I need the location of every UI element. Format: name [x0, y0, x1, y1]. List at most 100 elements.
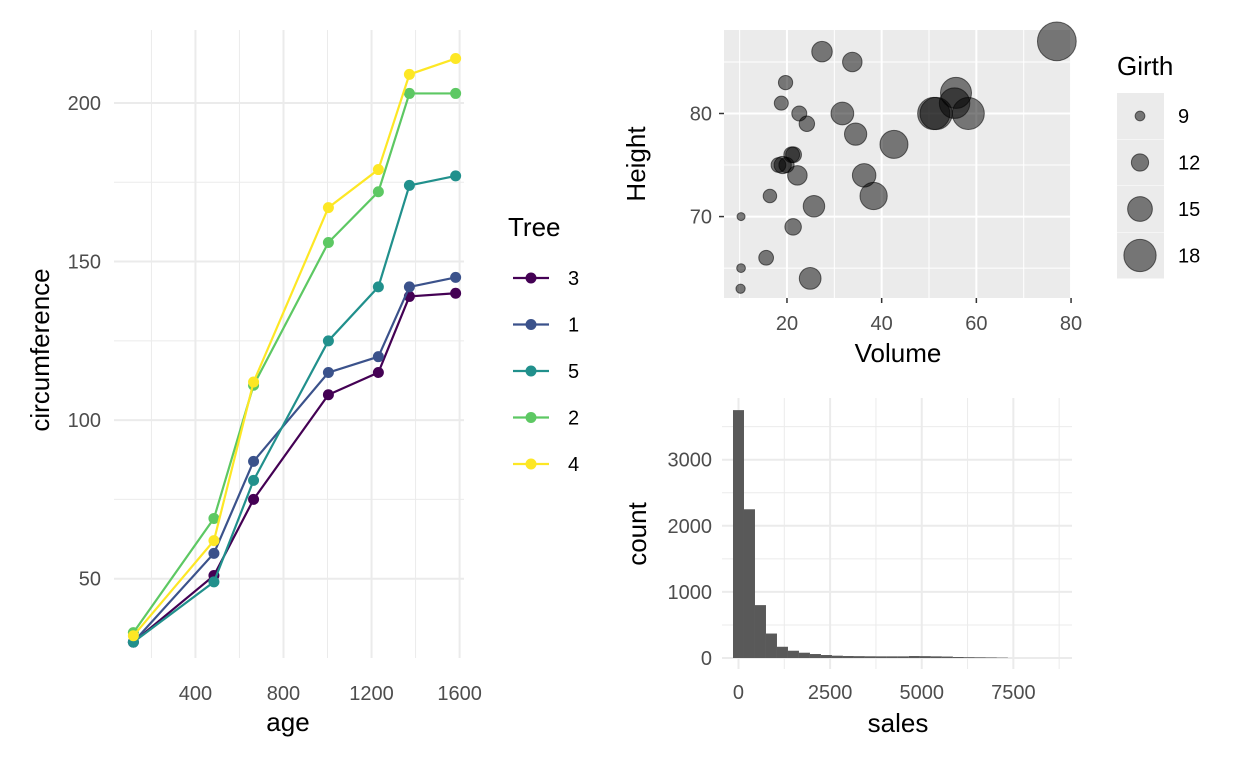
scatter-bubble [799, 116, 815, 132]
histogram-bar [766, 634, 777, 658]
scatter-bubble [844, 123, 866, 145]
size-legend-label: 9 [1178, 106, 1189, 128]
histogram-panel-bars [733, 410, 1008, 658]
series-point-tree-3 [323, 389, 334, 400]
series-point-tree-1 [373, 351, 384, 362]
line-x-tick-label: 1600 [437, 683, 482, 705]
legend-label-tree-4: 4 [568, 454, 579, 476]
histogram-bar [755, 605, 766, 658]
legend-key-point-tree-4 [526, 459, 537, 470]
histogram-bar [975, 657, 986, 658]
series-point-tree-3 [248, 494, 259, 505]
scatter-y-tick-label: 80 [690, 103, 712, 125]
histogram-bar [777, 647, 788, 658]
scatter-bubble [918, 97, 950, 129]
scatter-bubble [788, 166, 808, 186]
scatter-y-axis-label: Height [621, 126, 651, 202]
series-point-tree-5 [248, 475, 259, 486]
series-point-tree-4 [450, 53, 461, 64]
line-panel-y-ticks: 50 100 150 200 [68, 93, 101, 591]
line-y-tick-label: 200 [68, 93, 101, 115]
scatter-bubble [759, 250, 774, 265]
histogram-bar [843, 656, 854, 658]
scatter-bubble [880, 130, 908, 158]
series-point-tree-4 [248, 377, 259, 388]
histogram-bar [821, 655, 832, 658]
scatter-bubble [812, 41, 833, 62]
series-point-tree-4 [404, 69, 415, 80]
histogram-bar [887, 656, 898, 658]
legend-key-point-tree-5 [526, 366, 537, 377]
legend-key-point-tree-3 [526, 273, 537, 284]
histogram-panel-grid [722, 398, 1072, 669]
legend-label-tree-2: 2 [568, 408, 579, 430]
scatter-x-tick-label: 60 [965, 313, 987, 335]
line-panel-grid [114, 30, 464, 658]
line-x-tick-label: 800 [267, 683, 300, 705]
scatter-bubble [737, 264, 746, 273]
histogram-bar [733, 410, 744, 658]
histogram-bar [865, 656, 876, 658]
series-point-tree-5 [450, 170, 461, 181]
histogram-bar [986, 657, 997, 658]
series-point-tree-5 [373, 281, 384, 292]
scatter-bubble [799, 268, 821, 290]
series-point-tree-3 [373, 367, 384, 378]
line-legend-title: Tree [508, 212, 561, 242]
series-point-tree-3 [450, 288, 461, 299]
line-legend: Tree 3 1 5 2 4 [508, 212, 579, 476]
scatter-x-axis-label: Volume [855, 338, 942, 368]
scatter-bubble [774, 96, 788, 110]
scatter-bubble [785, 219, 802, 236]
scatter-bubble [763, 189, 777, 203]
series-line-tree-2 [133, 93, 455, 632]
scatter-bubble [803, 196, 825, 218]
histogram-bar [964, 657, 975, 658]
scatter-bubble [860, 182, 887, 209]
histogram-bar [876, 656, 887, 658]
scatter-bubble [736, 284, 745, 293]
histogram-bar [832, 656, 843, 658]
legend-label-tree-5: 5 [568, 361, 579, 383]
histogram-bar [810, 654, 821, 658]
series-point-tree-1 [208, 548, 219, 559]
histogram-bar [788, 651, 799, 658]
series-point-tree-4 [323, 202, 334, 213]
series-point-tree-1 [248, 456, 259, 467]
size-legend-label: 15 [1178, 199, 1200, 221]
series-line-tree-4 [133, 59, 455, 636]
size-legend-bubble [1131, 154, 1148, 171]
series-point-tree-4 [373, 164, 384, 175]
scatter-bubble [831, 102, 854, 125]
scatter-x-tick-label: 40 [871, 313, 893, 335]
histogram-x-tick-label: 2500 [808, 682, 853, 704]
histogram-bar [942, 657, 953, 658]
histogram-bar [931, 656, 942, 658]
series-point-tree-2 [450, 88, 461, 99]
series-point-tree-1 [450, 272, 461, 283]
series-point-tree-4 [208, 535, 219, 546]
series-line-tree-1 [133, 277, 455, 642]
scatter-bubble [778, 75, 792, 89]
histogram-y-axis-label: count [622, 501, 652, 565]
scatter-bubble [952, 97, 984, 129]
legend-label-tree-1: 1 [568, 315, 579, 337]
scatter-bubble [1037, 22, 1076, 61]
line-y-tick-label: 100 [68, 410, 101, 432]
scatter-bubble [843, 52, 863, 71]
line-y-tick-label: 50 [79, 569, 101, 591]
legend-key-point-tree-1 [526, 319, 537, 330]
histogram-bar [898, 656, 909, 658]
legend-label-tree-3: 3 [568, 268, 579, 290]
line-y-tick-label: 150 [68, 252, 101, 274]
histogram-y-tick-label: 1000 [668, 582, 713, 604]
histogram-bar [953, 657, 964, 658]
